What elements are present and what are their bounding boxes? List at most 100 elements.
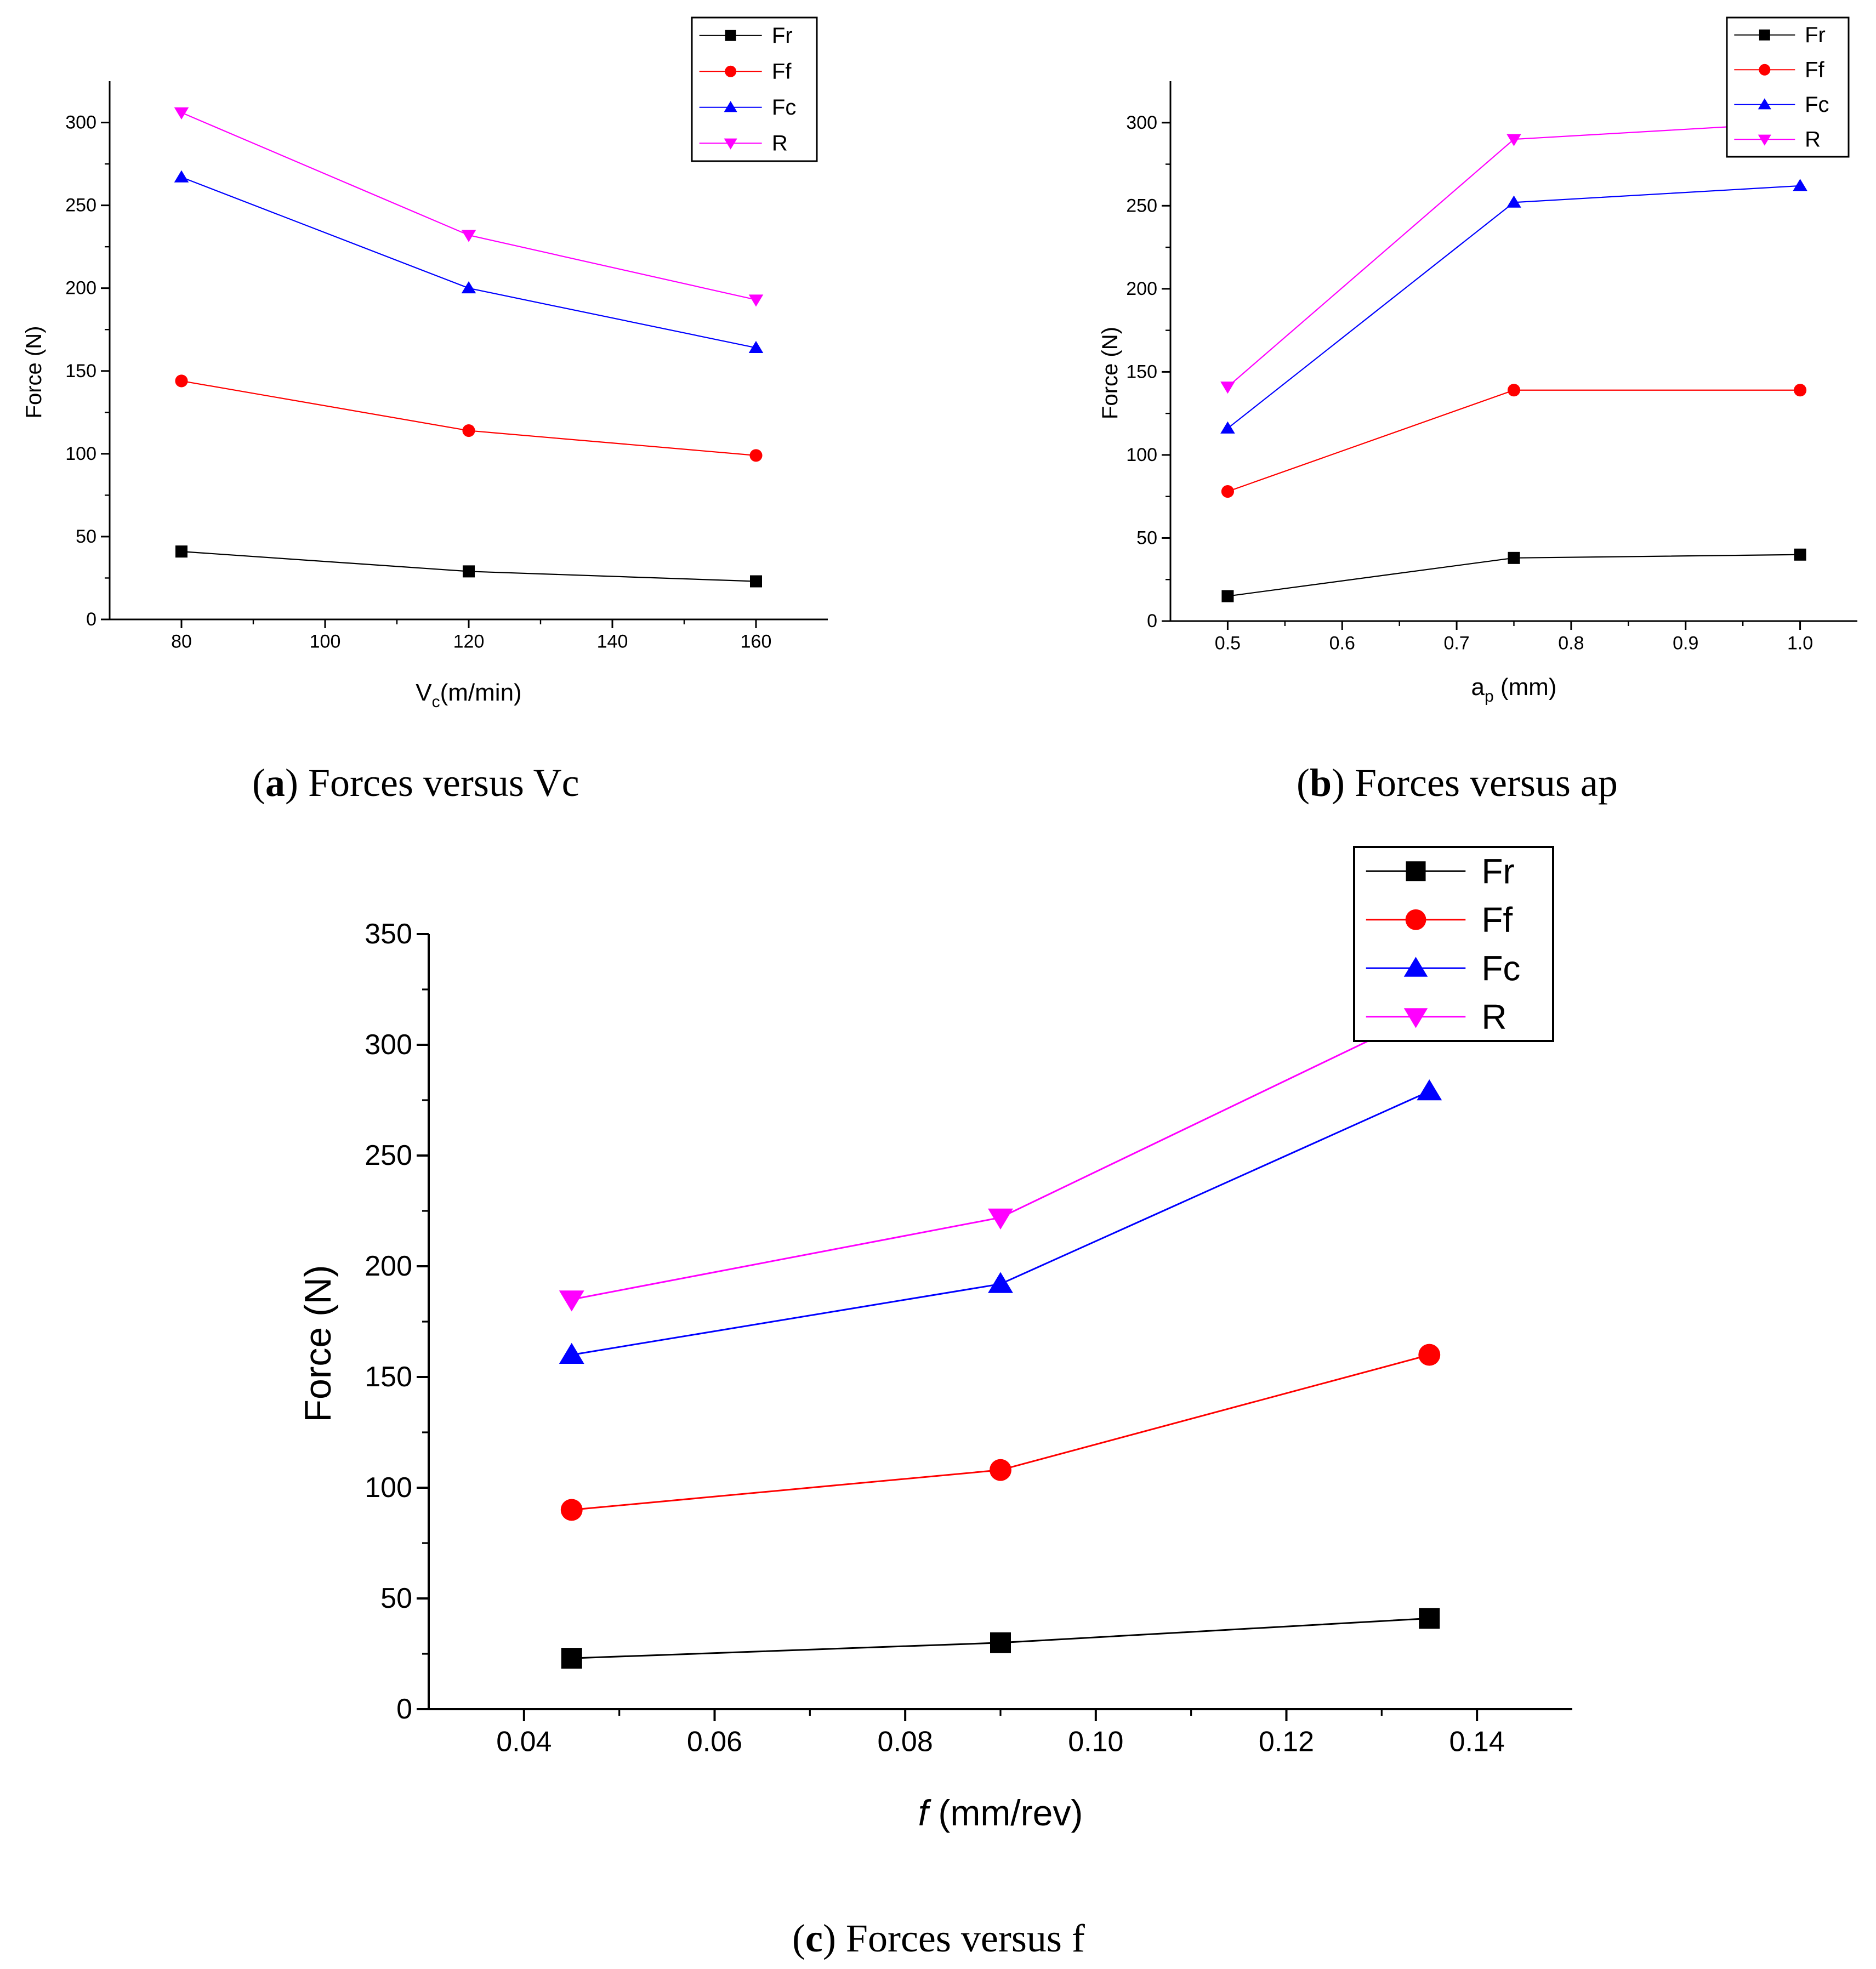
legend-label-Fr-a: Fr — [772, 24, 793, 48]
data-point-Fr-b — [1508, 551, 1520, 564]
y-tick-label-c: 150 — [365, 1361, 412, 1393]
data-point-R-a — [461, 230, 476, 242]
data-point-Fr-a — [463, 565, 475, 578]
y-axis-label-a: Force (N) — [22, 326, 46, 419]
y-tick-label-b: 300 — [1126, 112, 1157, 133]
data-point-Ff-c — [990, 1459, 1011, 1481]
legend-a: Fr Ff Fc R — [691, 16, 818, 162]
y-axis-label-c: Force (N) — [297, 1265, 339, 1422]
legend-box-a — [691, 16, 818, 162]
y-tick-label-b: 0 — [1147, 611, 1157, 631]
y-tick-label-c: 0 — [396, 1693, 412, 1725]
legend-box-c — [1353, 846, 1554, 1042]
data-point-Fc-a — [461, 281, 476, 294]
y-tick-label-a: 50 — [76, 526, 96, 547]
y-tick-label-b: 100 — [1126, 445, 1157, 465]
legend-marker-R-a — [724, 138, 737, 150]
series-Ff-a — [175, 374, 763, 462]
legend-marker-Fr-b — [1759, 29, 1770, 41]
series-Fc-c — [559, 1079, 1442, 1364]
data-point-Ff-b — [1221, 485, 1234, 498]
data-point-R-c — [988, 1208, 1013, 1230]
series-line-Fc-a — [181, 177, 757, 349]
data-point-R-b — [1220, 382, 1235, 394]
legend-label-Ff-b: Ff — [1805, 58, 1824, 82]
series-R-a — [174, 107, 764, 307]
x-tick-label-c: 0.08 — [878, 1726, 933, 1758]
data-point-Ff-b — [1794, 384, 1807, 397]
x-tick-label-b: 0.8 — [1558, 633, 1584, 654]
legend-label-R-a: R — [772, 131, 788, 155]
series-R-b — [1220, 117, 1807, 394]
series-Fr-a — [175, 545, 762, 588]
x-tick-label-a: 100 — [310, 631, 341, 652]
legend-marker-Fc-c — [1403, 957, 1428, 977]
y-tick-label-a: 100 — [65, 443, 96, 464]
data-point-R-a — [748, 294, 764, 307]
data-point-Fr-b — [1221, 590, 1234, 602]
legend-marker-Fr-a — [725, 30, 736, 41]
legend-label-Fc-b: Fc — [1805, 93, 1829, 117]
y-tick-label-c: 300 — [365, 1029, 412, 1061]
series-line-R-b — [1227, 122, 1800, 388]
series-line-R-c — [571, 1011, 1430, 1301]
legend-label-Ff-a: Ff — [772, 59, 792, 83]
data-point-Fr-b — [1794, 548, 1806, 561]
x-tick-label-b: 1.0 — [1787, 633, 1813, 654]
series-Ff-c — [560, 1344, 1441, 1521]
legend-c: Fr Ff Fc R — [1353, 846, 1554, 1042]
data-point-R-c — [559, 1290, 584, 1312]
x-tick-label-c: 0.04 — [496, 1726, 552, 1758]
data-point-Ff-b — [1507, 384, 1521, 397]
y-tick-label-c: 350 — [365, 918, 412, 950]
y-tick-label-a: 0 — [86, 609, 96, 630]
legend-marker-R-b — [1758, 134, 1771, 146]
y-tick-label-a: 250 — [65, 195, 96, 216]
x-tick-label-b: 0.6 — [1329, 633, 1355, 654]
legend-box-b — [1726, 16, 1850, 158]
chart-c: 0 50 100 150 200 250 300 350 0.04 0.06 0.08 0.10 0.1… — [297, 846, 1572, 1960]
legend-marker-Fc-a — [724, 101, 737, 112]
series-line-Ff-c — [571, 1354, 1430, 1511]
legend-marker-Fc-b — [1758, 98, 1771, 110]
caption-b: (b) Forces versus ap — [1297, 761, 1618, 805]
x-tick-label-b: 0.7 — [1443, 633, 1469, 654]
x-tick-label-b: 0.9 — [1673, 633, 1698, 654]
data-point-Fr-c — [561, 1648, 582, 1669]
y-tick-label-c: 100 — [365, 1472, 412, 1504]
series-line-Ff-b — [1227, 389, 1800, 492]
y-axis-label-b: Force (N) — [1098, 327, 1122, 419]
x-tick-label-c: 0.14 — [1449, 1726, 1505, 1758]
y-tick-label-a: 300 — [65, 112, 96, 133]
series-Ff-b — [1221, 384, 1807, 498]
legend-marker-Ff-c — [1405, 909, 1426, 930]
data-point-Ff-c — [1418, 1344, 1441, 1366]
series-line-R-a — [181, 112, 757, 300]
data-point-Fr-a — [175, 545, 187, 558]
legend-marker-Ff-a — [725, 65, 737, 77]
x-tick-label-c: 0.10 — [1068, 1726, 1123, 1758]
legend-marker-Ff-b — [1759, 64, 1771, 76]
x-tick-label-a: 80 — [171, 631, 192, 652]
data-point-R-a — [174, 107, 189, 120]
legend-b: Fr Ff Fc R — [1726, 16, 1850, 158]
data-point-Ff-a — [462, 424, 475, 437]
caption-a: (a) Forces versus Vc — [252, 761, 579, 805]
series-Fc-b — [1220, 179, 1807, 434]
chart-b: 0 50 100 150 200 250 300 0.5 0.6 0.7 0.8 0.9 1.0 Forc… — [1098, 16, 1857, 805]
y-tick-label-b: 150 — [1126, 361, 1157, 382]
data-point-Ff-c — [560, 1499, 583, 1521]
data-point-Fc-a — [748, 340, 764, 353]
x-tick-label-a: 160 — [741, 631, 772, 652]
legend-marker-R-c — [1403, 1008, 1428, 1028]
x-axis-label-c: f (mm/rev) — [918, 1792, 1083, 1833]
y-tick-label-b: 200 — [1126, 278, 1157, 299]
y-tick-label-c: 50 — [380, 1583, 412, 1614]
x-tick-label-a: 140 — [597, 631, 628, 652]
legend-label-R-b: R — [1805, 127, 1821, 151]
data-point-Fc-c — [1417, 1079, 1442, 1101]
data-point-Fc-b — [1220, 421, 1235, 434]
data-point-Fr-c — [1419, 1608, 1440, 1629]
x-tick-label-a: 120 — [453, 631, 485, 652]
x-axis-label-b: ap (mm) — [1471, 674, 1556, 705]
